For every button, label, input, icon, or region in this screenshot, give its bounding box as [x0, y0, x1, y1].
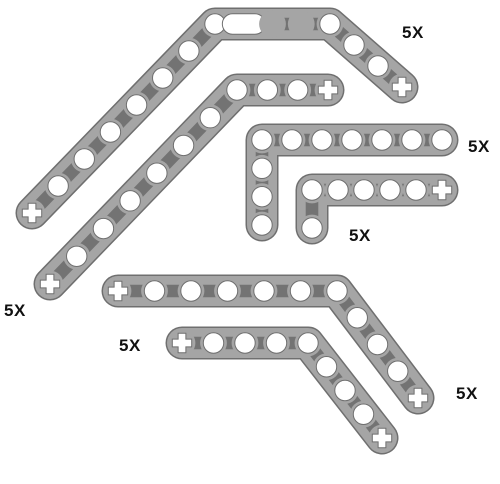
pin-hole	[301, 179, 323, 201]
beam-body	[35, 75, 343, 299]
pin-hole	[251, 157, 273, 180]
pin-hole	[289, 280, 312, 302]
quantity-label-part-4: 5X	[349, 226, 371, 245]
quantity-label-part-5: 5X	[456, 384, 478, 403]
pin-hole	[256, 79, 279, 101]
l-liftarm-small	[295, 173, 459, 245]
pin-hole	[343, 34, 365, 56]
bent-liftarm-large-slotted	[15, 7, 419, 230]
pin-hole	[253, 280, 275, 302]
pin-hole	[315, 356, 338, 378]
hole-rim	[259, 10, 286, 38]
pin-hole	[311, 129, 333, 151]
pin-hole	[319, 13, 341, 35]
pin-hole	[119, 190, 141, 212]
pin-hole	[431, 129, 453, 151]
bent-liftarm-large-axle-ends	[33, 73, 345, 301]
pin-hole	[341, 129, 363, 151]
axle-hole	[431, 179, 453, 201]
axle-hole	[39, 273, 61, 295]
pin-hole	[199, 107, 221, 129]
l-liftarm-large	[245, 123, 459, 242]
pin-hole	[251, 185, 273, 208]
pin-hole	[297, 332, 319, 354]
bent-liftarm-short-lower	[165, 326, 399, 455]
pin-hole	[99, 121, 122, 143]
pin-hole	[334, 379, 356, 402]
pin-hole	[286, 79, 309, 101]
pin-hole	[146, 162, 168, 184]
pin-hole	[346, 307, 368, 329]
pin-hole	[73, 148, 95, 170]
pin-hole	[352, 403, 375, 425]
axle-hole	[171, 332, 193, 354]
pin-hole	[125, 94, 148, 116]
pin-hole	[152, 67, 174, 89]
quantity-label-part-6: 5X	[119, 336, 141, 355]
pin-hole	[92, 217, 115, 240]
pin-hole	[66, 245, 88, 267]
pin-hole	[327, 179, 349, 201]
axle-hole	[407, 387, 429, 409]
pin-hole	[251, 214, 273, 236]
axle-hole	[107, 280, 129, 302]
pin-hole	[265, 332, 288, 354]
pin-hole	[202, 332, 225, 354]
pin-hole	[405, 179, 427, 201]
pin-hole	[47, 175, 69, 197]
pin-hole	[353, 179, 375, 201]
pin-hole	[216, 280, 239, 302]
pin-hole	[326, 280, 348, 302]
quantity-label-part-2: 5X	[4, 301, 26, 320]
pin-hole	[251, 129, 273, 151]
pin-hole	[234, 332, 256, 354]
pin-hole	[401, 129, 423, 151]
axle-hole	[317, 79, 339, 101]
quantity-label-part-3: 5X	[468, 137, 490, 156]
pin-hole	[371, 129, 393, 151]
axle-hole	[391, 76, 413, 98]
pin-hole	[367, 55, 389, 77]
pin-hole	[387, 360, 409, 382]
pin-hole	[281, 129, 303, 151]
pin-hole	[366, 333, 389, 356]
axle-hole	[21, 202, 43, 224]
hole-rim	[287, 10, 315, 38]
axle-hole	[371, 427, 393, 449]
pin-hole	[172, 134, 195, 157]
slot-hole	[221, 13, 266, 35]
bent-liftarm-long-lower	[101, 274, 435, 415]
pin-hole	[180, 280, 202, 302]
pin-hole	[379, 179, 401, 201]
pin-hole	[178, 40, 200, 62]
pin-hole	[301, 217, 323, 239]
pin-hole	[226, 79, 248, 101]
quantity-label-part-1: 5X	[402, 23, 424, 42]
pin-hole	[143, 280, 166, 302]
